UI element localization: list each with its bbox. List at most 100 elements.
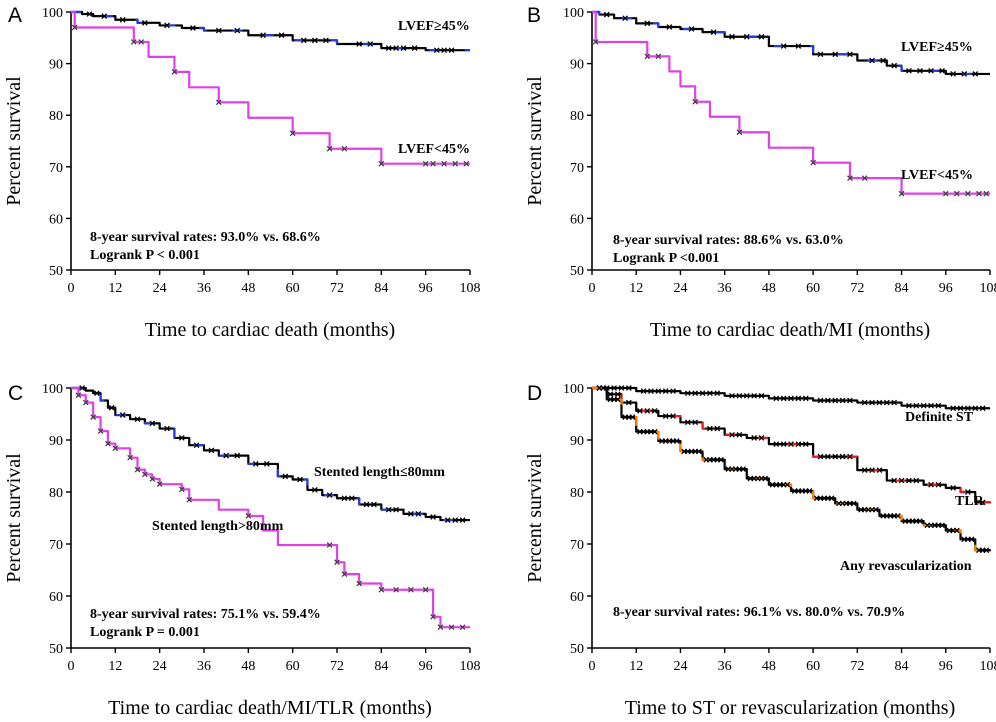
panel-d: D 0 12 24 36 48 60 72 84 96 108 50 60 70 80 90 100 Percen… <box>524 382 996 719</box>
censor-mark <box>400 45 407 51</box>
censor-mark <box>810 159 816 166</box>
censor-mark <box>441 160 447 167</box>
censor-mark <box>710 29 717 35</box>
censor-mark <box>611 385 617 391</box>
censor-mark <box>850 500 857 507</box>
censor-mark <box>71 24 78 31</box>
censor-mark <box>891 62 898 69</box>
censor-mark <box>640 388 647 394</box>
censor-mark <box>736 392 743 399</box>
censor-mark <box>928 402 934 409</box>
censor-mark <box>408 510 414 517</box>
censor-mark <box>363 501 370 508</box>
censor-mark <box>965 489 971 495</box>
y-axis-title: Percent survival <box>3 453 25 583</box>
censor-mark <box>788 441 794 448</box>
x-tick-label: 12 <box>629 281 643 296</box>
x-tick-label: 72 <box>850 281 864 296</box>
censor-mark <box>950 484 957 491</box>
censor-mark <box>817 397 824 404</box>
censor-mark <box>215 99 222 106</box>
series-tlr: TLR <box>592 385 992 509</box>
censor-mark <box>758 435 765 441</box>
censor-mark <box>311 487 318 493</box>
censor-mark <box>618 385 625 391</box>
series-label: Any revascularization <box>840 559 972 574</box>
censor-mark <box>895 513 901 519</box>
x-axis-title: Time to cardiac death/MI (months) <box>650 319 930 341</box>
censor-mark <box>334 559 340 566</box>
censor-mark <box>802 441 809 448</box>
censor-mark <box>788 395 794 402</box>
censor-mark <box>448 624 455 631</box>
censor-mark <box>707 390 713 397</box>
censor-mark <box>762 475 769 482</box>
censor-mark <box>795 43 802 49</box>
censor-mark <box>644 20 651 27</box>
censor-mark <box>832 453 839 460</box>
censor-mark <box>861 399 868 406</box>
censor-mark <box>215 27 222 34</box>
censor-mark <box>968 536 975 543</box>
x-tick-label: 48 <box>762 281 776 296</box>
x-tick-label: 108 <box>980 281 996 296</box>
survival-curve <box>592 10 990 195</box>
censor-mark <box>637 408 643 414</box>
y-tick-label: 100 <box>42 382 63 397</box>
censor-mark <box>326 542 333 548</box>
censor-mark <box>289 130 296 137</box>
censor-mark <box>655 388 662 394</box>
censor-mark <box>119 412 126 418</box>
censor-mark <box>422 160 429 167</box>
censor-mark <box>942 190 949 197</box>
x-axis-title: Time to cardiac death/MI/TLR (months) <box>108 697 432 719</box>
series-lvef-45-: LVEF≥45% <box>71 10 470 54</box>
censor-mark <box>928 67 934 74</box>
series-lvef-45-: LVEF≥45% <box>592 10 990 77</box>
censor-mark <box>692 390 699 397</box>
series-label: LVEF<45% <box>901 168 973 183</box>
censor-mark <box>94 390 100 397</box>
censor-mark <box>326 145 333 152</box>
annotation-text: Logrank P <0.001 <box>613 251 719 266</box>
censor-mark <box>278 32 285 39</box>
series-label: LVEF≥45% <box>901 40 973 55</box>
censor-mark <box>898 190 905 197</box>
x-tick-label: 84 <box>895 659 909 674</box>
censor-mark <box>920 402 927 409</box>
x-tick-label: 24 <box>673 659 687 674</box>
x-tick-label: 84 <box>895 281 909 296</box>
censor-mark <box>385 45 392 51</box>
x-tick-label: 12 <box>629 659 643 674</box>
censor-mark <box>297 476 303 483</box>
censor-mark <box>341 571 348 578</box>
censor-mark <box>385 506 392 513</box>
panel-a: A 0 12 24 36 48 60 72 84 96 108 50 60 70 80 90 100 Percen… <box>3 4 481 341</box>
censor-mark <box>876 467 883 474</box>
censor-mark <box>371 501 377 508</box>
censor-mark <box>872 506 879 513</box>
censor-mark <box>662 413 669 419</box>
censor-mark <box>101 13 108 19</box>
censor-mark <box>393 586 399 593</box>
censor-mark <box>824 397 831 404</box>
censor-mark <box>223 452 230 459</box>
survival-curve <box>71 386 470 522</box>
series-lvef-45-: LVEF<45% <box>71 10 470 167</box>
x-tick-label: 24 <box>673 281 687 296</box>
y-tick-label: 50 <box>570 642 584 657</box>
censor-mark <box>193 442 200 449</box>
censor-mark <box>869 467 875 474</box>
censor-mark <box>408 586 414 593</box>
censor-mark <box>913 402 920 409</box>
censor-mark <box>740 466 746 472</box>
y-tick-label: 100 <box>563 6 584 21</box>
censor-mark <box>684 419 691 426</box>
panel-b: B 0 12 24 36 48 60 72 84 96 108 50 60 70 80 90 100 Percen… <box>524 4 996 341</box>
censor-mark <box>459 517 466 523</box>
censor-mark <box>260 32 266 39</box>
censor-mark <box>880 57 886 64</box>
x-tick-label: 108 <box>460 659 481 674</box>
censor-mark <box>939 522 945 529</box>
censor-mark <box>393 506 399 513</box>
